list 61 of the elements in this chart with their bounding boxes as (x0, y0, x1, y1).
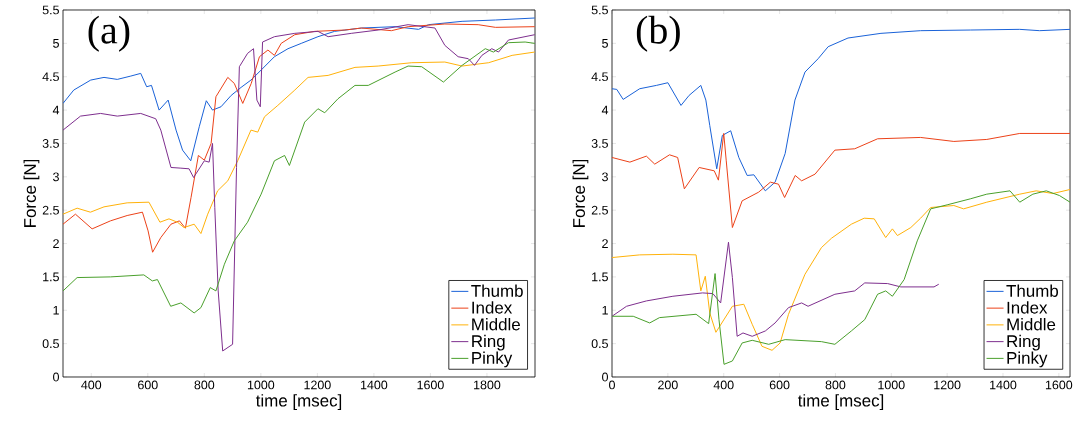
x-tick-label: 1600 (1045, 380, 1073, 390)
x-tick-label: 600 (769, 380, 790, 390)
legend-label: Pinky (1007, 351, 1048, 368)
y-tick-label: 5.5 (591, 5, 608, 15)
line-series (63, 17, 536, 162)
x-tick-label: 400 (713, 380, 734, 390)
y-axis-title: Force [N] (572, 159, 589, 227)
annotation: (b) (636, 15, 680, 52)
legend-label: Middle (1007, 318, 1056, 331)
y-tick-label: 2 (53, 239, 59, 248)
x-tick-label: 400 (81, 380, 102, 390)
y-tick-label: 1.5 (592, 272, 608, 282)
y-tick-label: 4.5 (591, 72, 608, 82)
x-tick-label: 1800 (474, 380, 501, 390)
y-tick-label: 2.5 (42, 205, 59, 215)
x-tick-label: 1000 (247, 380, 275, 390)
annotation: (a) (88, 15, 130, 52)
x-tick-label: 1200 (304, 380, 331, 390)
y-tick-label: 5.5 (42, 5, 59, 15)
legend-label: Index (472, 301, 513, 314)
legend-label: Pinky (472, 351, 513, 368)
legend-label: Middle (472, 318, 520, 331)
y-axis-title: Force [N] (23, 159, 40, 227)
y-tick-label: 0.5 (591, 339, 608, 349)
legend-label: Ring (1007, 334, 1040, 351)
y-tick-label: 4 (601, 105, 609, 115)
y-tick-label: 5 (53, 39, 59, 48)
y-tick-label: 3 (53, 172, 59, 182)
y-tick-label: 1.5 (43, 272, 59, 282)
x-tick-label: 600 (138, 380, 158, 390)
y-tick-label: 0.5 (42, 339, 59, 349)
x-tick-label: 1600 (417, 380, 444, 390)
y-tick-label: 0 (602, 372, 608, 382)
y-tick-label: 2 (602, 239, 608, 248)
x-tick-label: 1400 (990, 380, 1017, 390)
x-axis-title: time [msec] (797, 394, 884, 410)
x-tick-label: 1200 (934, 380, 961, 390)
y-tick-label: 3 (602, 172, 608, 182)
y-tick-label: 4 (52, 105, 60, 115)
x-tick-label: 0 (609, 380, 615, 390)
legend-label: Index (1007, 301, 1048, 314)
legend-label: Ring (472, 334, 505, 351)
line-series (612, 241, 940, 337)
y-tick-label: 5 (602, 39, 608, 48)
x-tick-label: 1400 (361, 380, 388, 390)
y-tick-label: 2.5 (591, 205, 608, 215)
legend-label: Thumb (471, 284, 523, 297)
x-tick-label: 1000 (878, 380, 905, 390)
x-tick-label: 800 (825, 380, 846, 390)
y-tick-label: 3.5 (42, 139, 59, 148)
y-tick-label: 3.5 (591, 139, 608, 148)
line-series (612, 132, 1071, 229)
y-tick-label: 4.5 (42, 72, 59, 82)
y-tick-label: 1 (602, 305, 608, 315)
x-tick-label: 800 (194, 380, 215, 390)
line-series (63, 51, 536, 235)
x-axis-title: time [msec] (255, 394, 342, 410)
y-tick-label: 1 (53, 305, 59, 315)
y-tick-label: 0 (53, 372, 59, 382)
x-tick-label: 200 (658, 380, 678, 390)
legend-label: Thumb (1006, 284, 1059, 297)
